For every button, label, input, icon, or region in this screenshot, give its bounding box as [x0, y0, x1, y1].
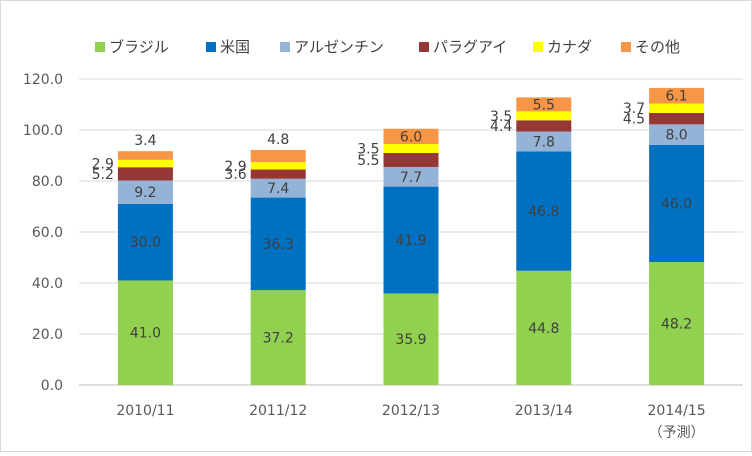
- legend-swatch: [95, 42, 105, 52]
- bar-segment: [383, 128, 439, 145]
- data-label: 41.9: [395, 233, 426, 249]
- data-label: 46.8: [528, 204, 559, 220]
- legend-swatch: [533, 42, 543, 52]
- data-label: 44.8: [528, 321, 559, 337]
- legend-label: アルゼンチン: [294, 38, 384, 56]
- data-label: 7.4: [267, 181, 289, 197]
- bar-segment: [383, 293, 439, 385]
- bar-segment: [516, 120, 572, 132]
- data-label: 3.6: [224, 167, 246, 183]
- data-label: 5.5: [357, 153, 379, 169]
- bar-segment: [250, 178, 306, 198]
- bars: [117, 87, 705, 385]
- bar-segment: [383, 144, 439, 153]
- y-tick-label: 20.0: [32, 327, 63, 343]
- bar-segment: [649, 144, 705, 263]
- data-label: 7.8: [533, 134, 555, 150]
- data-label: 6.0: [400, 129, 422, 145]
- legend: ブラジル 米国 アルゼンチン パラグアイ カナダ その他: [95, 38, 680, 56]
- data-label: 30.0: [130, 235, 161, 251]
- data-label: 4.4: [490, 119, 512, 135]
- data-label: 36.3: [263, 237, 294, 253]
- data-labels: 41.030.09.25.22.93.437.236.37.43.62.94.8…: [92, 89, 693, 349]
- legend-label: その他: [635, 38, 680, 56]
- bar-segment: [250, 149, 306, 163]
- x-tick-label: 2013/14: [515, 403, 573, 419]
- bar-segment: [250, 197, 306, 291]
- x-tick-label: 2011/12: [249, 403, 307, 419]
- bar-segment: [383, 186, 439, 294]
- bar-segment: [516, 97, 572, 112]
- data-label: 4.8: [267, 132, 289, 148]
- bar-segment: [117, 167, 173, 181]
- bar-segment: [117, 151, 173, 160]
- x-axis-tick-labels: 2010/11 2011/12 2012/13 2013/14 2014/15 （予測）: [116, 403, 705, 441]
- bar-segment: [649, 103, 705, 113]
- y-axis-tick-labels: 0.0 20.0 40.0 60.0 80.0 100.0 120.0: [23, 72, 63, 394]
- bar-segment: [117, 180, 173, 204]
- legend-swatch: [419, 42, 429, 52]
- bar-segment: [383, 152, 439, 167]
- data-label: 9.2: [134, 185, 156, 201]
- legend-label: パラグアイ: [433, 38, 507, 56]
- data-label: 6.1: [665, 89, 687, 105]
- bar-segment: [516, 151, 572, 271]
- bar-segment: [649, 124, 705, 145]
- bar-segment: [516, 270, 572, 385]
- bar-segment: [383, 166, 439, 187]
- x-tick-label: 2010/11: [116, 403, 174, 419]
- y-tick-label: 100.0: [23, 123, 63, 139]
- bar-segment: [649, 262, 705, 385]
- legend-swatch: [621, 42, 631, 52]
- data-label: 37.2: [263, 331, 294, 347]
- data-label: 5.2: [92, 167, 114, 183]
- y-tick-label: 120.0: [23, 72, 63, 88]
- data-label: 8.0: [665, 128, 687, 144]
- x-tick-sublabel: （予測）: [649, 425, 705, 441]
- data-label: 35.9: [395, 332, 426, 348]
- bar-segment: [117, 159, 173, 168]
- data-label: 5.5: [533, 97, 555, 113]
- bar-segment: [250, 162, 306, 170]
- legend-label: 米国: [220, 38, 250, 56]
- data-label: 41.0: [130, 326, 161, 342]
- legend-swatch: [280, 42, 290, 52]
- data-label: 2.9: [92, 157, 114, 173]
- data-label: 2.9: [224, 159, 246, 175]
- data-label: 4.5: [623, 112, 645, 128]
- y-tick-label: 60.0: [32, 225, 63, 241]
- bar-segment: [649, 87, 705, 104]
- y-tick-label: 40.0: [32, 276, 63, 292]
- legend-label: ブラジル: [109, 38, 169, 56]
- bar-segment: [516, 111, 572, 121]
- legend-label: カナダ: [547, 38, 592, 56]
- data-label: 48.2: [661, 317, 692, 333]
- y-tick-label: 80.0: [32, 174, 63, 190]
- x-tick-label: 2012/13: [382, 403, 440, 419]
- data-label: 3.5: [357, 141, 379, 157]
- bar-segment: [117, 203, 173, 281]
- bar-segment: [516, 131, 572, 152]
- data-label: 3.4: [134, 133, 156, 149]
- bar-segment: [649, 112, 705, 125]
- bar-segment: [250, 169, 306, 179]
- legend-swatch: [206, 42, 216, 52]
- data-label: 7.7: [400, 170, 422, 186]
- y-tick-label: 0.0: [41, 378, 63, 394]
- x-tick-label: 2014/15: [648, 403, 706, 419]
- bar-segment: [117, 280, 173, 385]
- data-label: 3.7: [623, 101, 645, 117]
- bar-segment: [250, 290, 306, 385]
- data-label: 46.0: [661, 196, 692, 212]
- data-label: 3.5: [490, 109, 512, 125]
